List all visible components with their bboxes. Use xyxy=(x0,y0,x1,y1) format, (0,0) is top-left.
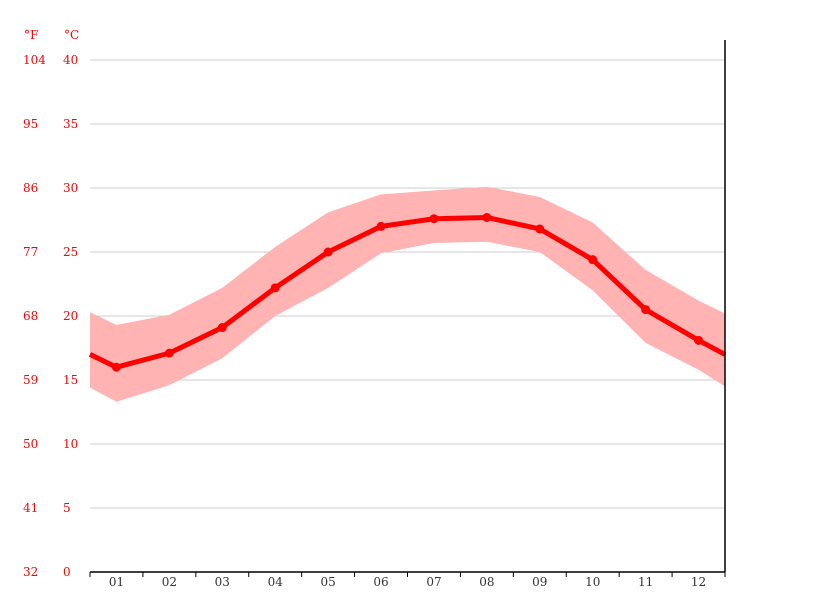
y-tick-label-f: 41 xyxy=(23,501,38,515)
data-point xyxy=(323,247,333,257)
y-tick-label-c: 0 xyxy=(63,565,71,579)
y-tick-label-f: 32 xyxy=(23,565,38,579)
x-tick-label: 02 xyxy=(162,575,177,589)
y-tick-label-f: 59 xyxy=(23,373,38,387)
y-tick-label-c: 35 xyxy=(63,117,78,131)
data-point xyxy=(164,348,174,358)
y-tick-label-c: 20 xyxy=(63,309,78,323)
y-tick-label-f: 86 xyxy=(23,181,38,195)
data-point xyxy=(217,323,227,333)
y-tick-label-c: 25 xyxy=(63,245,78,259)
y-tick-label-c: 40 xyxy=(63,53,78,67)
y-tick-label-f: 68 xyxy=(23,309,38,323)
y-tick-label-c: 15 xyxy=(63,373,78,387)
y-axis-labels: 32 0 41 5 50 10 59 15 68 20 77 25 86 30 95 35 104 40 xyxy=(23,53,78,579)
x-tick-label: 10 xyxy=(585,575,600,589)
y-tick-label-c: 10 xyxy=(63,437,78,451)
y-tick-label-c: 30 xyxy=(63,181,78,195)
celsius-unit-label: °C xyxy=(64,28,79,42)
data-point xyxy=(111,362,121,372)
y-tick-label-f: 50 xyxy=(23,437,38,451)
x-tick-label: 06 xyxy=(373,575,388,589)
y-tick-label-f: 77 xyxy=(23,245,38,259)
y-tick-label-f: 104 xyxy=(23,53,46,67)
x-tick-label: 09 xyxy=(532,575,547,589)
data-point xyxy=(535,224,545,234)
x-tick-label: 08 xyxy=(479,575,494,589)
min-max-band xyxy=(90,186,725,402)
data-point xyxy=(641,305,651,315)
y-tick-label-c: 5 xyxy=(63,501,71,515)
x-tick-label: 07 xyxy=(426,575,441,589)
x-tick-label: 11 xyxy=(638,575,653,589)
x-tick-label: 05 xyxy=(320,575,335,589)
data-point xyxy=(376,221,386,231)
x-axis-ticks xyxy=(89,572,726,577)
data-point xyxy=(588,255,598,265)
data-point xyxy=(694,335,704,345)
x-tick-label: 01 xyxy=(109,575,124,589)
x-axis-labels: 01 02 03 04 05 06 07 08 09 10 11 12 xyxy=(109,575,706,589)
y-tick-label-f: 95 xyxy=(23,117,38,131)
data-points xyxy=(111,212,704,372)
data-point xyxy=(482,212,492,222)
average-temperature-line xyxy=(88,214,727,370)
x-tick-label: 12 xyxy=(691,575,706,589)
x-tick-label: 04 xyxy=(268,575,284,589)
data-point xyxy=(429,214,439,224)
fahrenheit-unit-label: °F xyxy=(24,28,38,42)
x-tick-label: 03 xyxy=(215,575,230,589)
data-point xyxy=(270,283,280,293)
